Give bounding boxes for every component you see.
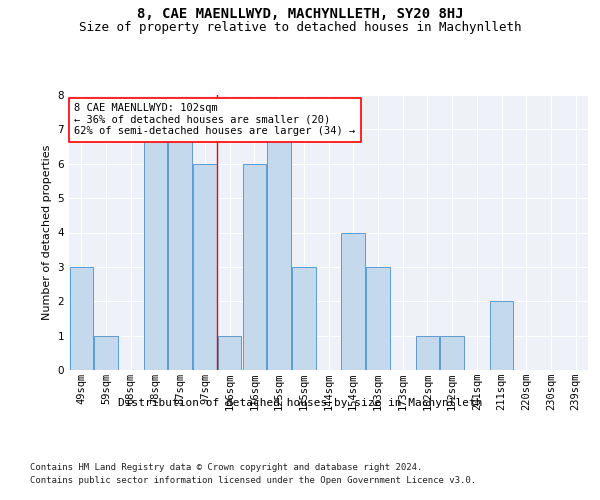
Bar bbox=[218, 336, 241, 370]
Bar bbox=[169, 130, 192, 370]
Y-axis label: Number of detached properties: Number of detached properties bbox=[42, 145, 52, 320]
Bar bbox=[70, 267, 93, 370]
Text: Size of property relative to detached houses in Machynlleth: Size of property relative to detached ho… bbox=[79, 21, 521, 34]
Bar bbox=[292, 267, 316, 370]
Bar bbox=[242, 164, 266, 370]
Bar bbox=[416, 336, 439, 370]
Bar bbox=[193, 164, 217, 370]
Bar bbox=[94, 336, 118, 370]
Text: 8 CAE MAENLLWYD: 102sqm
← 36% of detached houses are smaller (20)
62% of semi-de: 8 CAE MAENLLWYD: 102sqm ← 36% of detache… bbox=[74, 104, 355, 136]
Text: Contains HM Land Registry data © Crown copyright and database right 2024.: Contains HM Land Registry data © Crown c… bbox=[30, 462, 422, 471]
Bar bbox=[440, 336, 464, 370]
Text: 8, CAE MAENLLWYD, MACHYNLLETH, SY20 8HJ: 8, CAE MAENLLWYD, MACHYNLLETH, SY20 8HJ bbox=[137, 8, 463, 22]
Bar bbox=[490, 301, 513, 370]
Bar bbox=[268, 130, 291, 370]
Bar bbox=[341, 232, 365, 370]
Text: Distribution of detached houses by size in Machynlleth: Distribution of detached houses by size … bbox=[118, 398, 482, 407]
Bar bbox=[366, 267, 389, 370]
Text: Contains public sector information licensed under the Open Government Licence v3: Contains public sector information licen… bbox=[30, 476, 476, 485]
Bar bbox=[144, 130, 167, 370]
